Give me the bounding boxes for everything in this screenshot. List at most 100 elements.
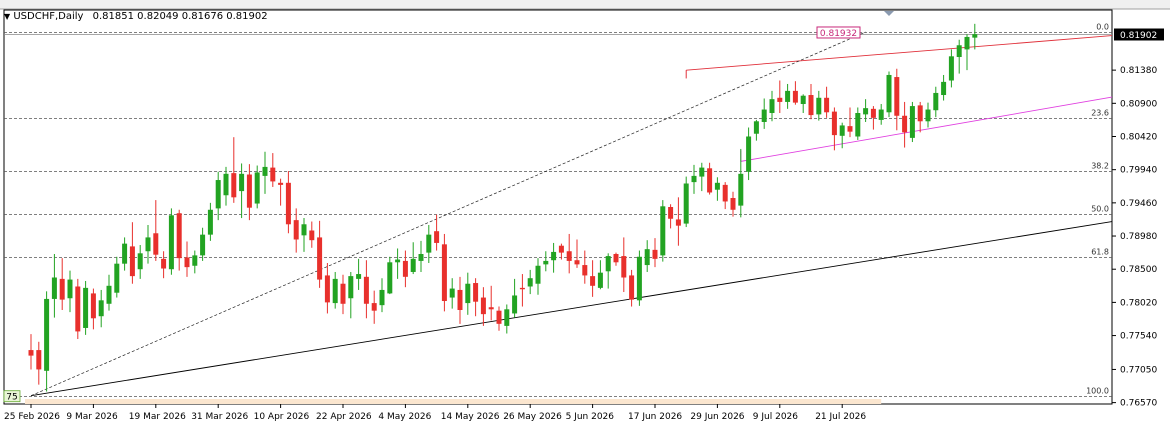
candle-bull [262, 166, 268, 176]
candle-bull [301, 224, 307, 236]
y-tick-label: 0.78020 [1120, 298, 1157, 308]
y-tick-label: 0.79460 [1120, 199, 1157, 209]
x-tick-label: 31 Mar 2026 [191, 412, 248, 422]
candle-bull [410, 258, 416, 272]
candle-bull [956, 45, 962, 58]
x-tick-label: 25 Feb 2026 [4, 412, 60, 422]
candle-bull [644, 249, 650, 266]
candle-bull [746, 136, 752, 172]
candle-bear [824, 97, 830, 113]
x-tick-label: 19 Mar 2026 [129, 412, 186, 422]
candle-bear [480, 297, 486, 315]
fib-level-label: 23.6 [1091, 109, 1109, 118]
candle-bull [145, 237, 151, 252]
candle-bear [675, 219, 681, 226]
candle-bull [597, 272, 603, 288]
x-tick-label: 14 May 2026 [441, 412, 500, 422]
y-tick-label: 0.81380 [1120, 66, 1157, 76]
candle-bull [941, 81, 947, 96]
candle-bear [870, 108, 876, 118]
y-tick-label: 0.80420 [1120, 132, 1157, 142]
candle-bull [925, 109, 931, 122]
candle-bear [363, 276, 369, 304]
candle-bull [356, 274, 362, 279]
fib-low-price-box [3, 390, 21, 403]
y-tick-label: 0.77540 [1120, 332, 1157, 342]
candle-bull [168, 215, 174, 270]
candle-bull [332, 278, 338, 304]
candle-bear [902, 115, 908, 133]
triangle-down-icon[interactable]: ▼ [4, 12, 11, 21]
candle-bear [457, 289, 463, 310]
candle-bear [473, 283, 479, 302]
candle-bear [574, 260, 580, 265]
candle-bear [621, 256, 627, 278]
candle-bull [769, 99, 775, 113]
candle-bull [551, 251, 557, 261]
fib-level-label: 38.2 [1091, 162, 1109, 171]
candle-bull [449, 288, 455, 298]
candle-bear [707, 168, 713, 193]
magenta-channel-line [740, 96, 1113, 162]
candle-bear [246, 174, 252, 208]
candle-bear [129, 246, 135, 277]
candle-bull [964, 36, 970, 50]
candle-bear [730, 198, 736, 210]
x-tick-label: 5 Jun 2026 [566, 412, 615, 422]
candle-bear [317, 237, 323, 280]
candle-bull [426, 234, 432, 253]
candle-bull [137, 253, 143, 270]
candle-bear [488, 307, 494, 310]
candle-bull [933, 92, 939, 111]
candle-bull [683, 183, 689, 224]
fib-high-price-label: 0.81932 [820, 29, 857, 39]
fib-level-label: 0.0 [1096, 23, 1109, 32]
candle-bull [504, 309, 510, 326]
x-tick-label: 29 Jun 2026 [690, 412, 744, 422]
support-trendline [30, 221, 1113, 397]
chart-shift-marker-icon[interactable] [884, 11, 894, 16]
candle-bear [629, 275, 635, 300]
candle-bear [917, 105, 923, 122]
chart-header: ▼ USDCHF,Daily 0.81851 0.82049 0.81676 0… [4, 11, 268, 22]
candle-bull [753, 121, 759, 134]
time-range-band [25, 399, 882, 404]
candle-bull [223, 173, 229, 196]
x-tick-label: 22 Apr 2026 [316, 412, 372, 422]
candle-bear [371, 303, 377, 311]
candle-bear [324, 275, 330, 303]
plot-frame [3, 9, 1113, 405]
y-tick-label: 0.76570 [1120, 399, 1157, 409]
x-tick-label: 17 Jun 2026 [628, 412, 682, 422]
y-tick-label: 0.78500 [1120, 265, 1157, 275]
x-tick-label: 9 Jul 2026 [753, 412, 798, 422]
candle-bull [512, 295, 518, 314]
window-title-strip [0, 0, 1170, 9]
candle-bear [402, 260, 408, 277]
candle-bear [184, 257, 190, 268]
candle-bear [36, 350, 42, 370]
candle-bear [231, 173, 237, 198]
candle-bull [636, 256, 642, 301]
candle-bear [722, 184, 728, 202]
candle-bull [972, 34, 978, 38]
candle-bull [605, 256, 611, 272]
candle-bull [51, 277, 57, 299]
candle-bear [309, 230, 315, 241]
candle-bull [543, 260, 549, 265]
candle-bull [800, 95, 806, 105]
candle-bull [785, 90, 791, 102]
candle-bull [200, 234, 206, 256]
candle-bull [418, 254, 424, 261]
candle-bear [668, 207, 674, 219]
candle-bull [886, 74, 892, 113]
fib-level-label: 100.0 [1086, 387, 1109, 396]
candle-bear [792, 90, 798, 103]
candle-bear [75, 286, 81, 332]
candle-bear [590, 276, 596, 286]
candle-bull [839, 125, 845, 136]
candle-bear [808, 95, 814, 116]
candle-bear [434, 231, 440, 243]
fib-low-price-label: 75 [6, 393, 17, 403]
candle-bull [379, 289, 385, 306]
